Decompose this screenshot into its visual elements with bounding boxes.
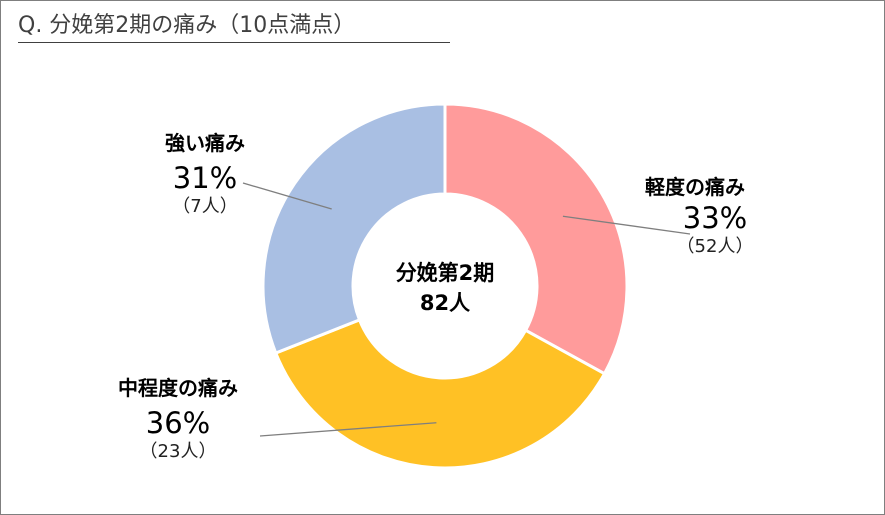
title-underline xyxy=(18,42,450,43)
leader-line-mild xyxy=(562,215,691,235)
leader-line-moderate xyxy=(259,422,437,437)
label-mild-name: 軽度の痛み xyxy=(645,175,745,199)
label-strong-percent: 31% xyxy=(172,161,238,195)
center-label: 分娩第2期 82人 xyxy=(396,258,495,318)
slice-strong xyxy=(261,102,447,355)
label-moderate-percent: 36% xyxy=(145,406,211,440)
label-moderate: 中程度の痛み 36% （23人） xyxy=(118,375,238,463)
label-strong: 強い痛み 31% （7人） xyxy=(165,130,245,218)
center-label-total: 82人 xyxy=(419,291,471,315)
chart-title: Q. 分娩第2期の痛み（10点満点） xyxy=(18,13,356,38)
label-moderate-count: （23人） xyxy=(139,441,217,462)
label-mild: 軽度の痛み 33% （52人） xyxy=(637,174,754,258)
label-mild-percent: 33% xyxy=(682,201,748,235)
label-strong-count: （7人） xyxy=(172,196,238,217)
label-mild-count: （52人） xyxy=(676,236,754,257)
label-strong-name: 強い痛み xyxy=(165,131,245,155)
slice-mild xyxy=(443,102,629,376)
slice-moderate xyxy=(273,317,607,470)
center-label-title: 分娩第2期 xyxy=(395,261,495,285)
label-moderate-name: 中程度の痛み xyxy=(118,376,238,400)
leader-line-strong xyxy=(242,182,332,210)
